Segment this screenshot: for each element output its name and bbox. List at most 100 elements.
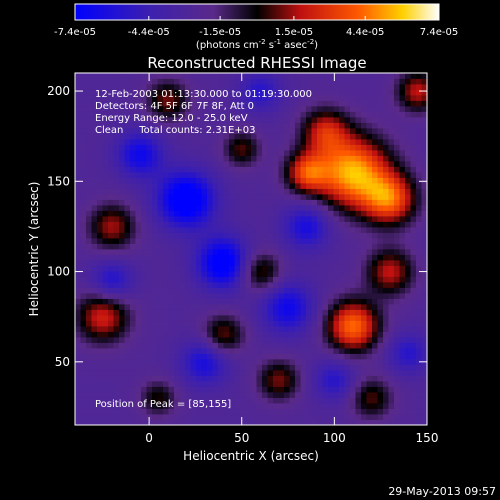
heatmap-cell — [278, 161, 285, 167]
heatmap-cell — [361, 320, 367, 327]
heatmap-cell — [234, 293, 241, 299]
heatmap-cell — [421, 84, 428, 90]
heatmap-cell — [119, 331, 125, 338]
heatmap-cell — [333, 221, 340, 228]
heatmap-cell — [372, 392, 378, 398]
heatmap-cell — [377, 227, 384, 233]
heatmap-cell — [190, 133, 197, 140]
heatmap-cell — [399, 403, 406, 409]
heatmap-cell — [179, 298, 186, 305]
heatmap-cell — [218, 155, 224, 162]
heatmap-cell — [130, 359, 136, 365]
heatmap-cell — [295, 106, 301, 112]
heatmap-cell — [306, 128, 312, 134]
heatmap-cell — [102, 265, 109, 272]
heatmap-cell — [416, 100, 422, 107]
heatmap-cell — [317, 106, 323, 112]
heatmap-cell — [240, 122, 246, 129]
heatmap-cell — [135, 276, 142, 283]
heatmap-cell — [416, 89, 422, 96]
heatmap-cell — [152, 155, 158, 162]
heatmap-cell — [113, 276, 120, 283]
heatmap-cell — [223, 397, 230, 404]
heatmap-cell — [201, 342, 208, 349]
heatmap-cell — [322, 364, 329, 371]
heatmap-cell — [223, 403, 230, 409]
heatmap-cell — [179, 309, 186, 316]
heatmap-cell — [207, 320, 213, 327]
heatmap-cell — [229, 403, 235, 409]
heatmap-cell — [130, 282, 136, 288]
heatmap-cell — [234, 89, 241, 96]
heatmap-cell — [317, 392, 323, 398]
heatmap-cell — [174, 304, 180, 310]
heatmap-cell — [212, 293, 219, 299]
heatmap-cell — [75, 260, 81, 266]
heatmap-cell — [245, 117, 252, 123]
heatmap-cell — [124, 304, 131, 310]
heatmap-cell — [267, 161, 274, 167]
heatmap-cell — [339, 337, 345, 343]
heatmap-cell — [113, 392, 120, 398]
heatmap-cell — [394, 260, 400, 266]
heatmap-cell — [256, 331, 263, 338]
heatmap-cell — [229, 381, 235, 387]
heatmap-cell — [229, 95, 235, 101]
heatmap-cell — [251, 287, 257, 294]
heatmap-cell — [108, 210, 114, 217]
heatmap-cell — [130, 89, 136, 96]
heatmap-cell — [306, 172, 312, 178]
heatmap-cell — [130, 364, 136, 371]
heatmap-cell — [366, 166, 373, 173]
heatmap-cell — [421, 243, 428, 250]
heatmap-cell — [350, 199, 356, 206]
heatmap-cell — [207, 84, 213, 90]
heatmap-cell — [179, 238, 186, 244]
heatmap-cell — [300, 95, 307, 101]
heatmap-cell — [97, 265, 103, 272]
heatmap-cell — [185, 243, 191, 250]
heatmap-cell — [240, 111, 246, 118]
heatmap-cell — [245, 232, 252, 239]
heatmap-cell — [284, 309, 290, 316]
heatmap-cell — [383, 133, 389, 140]
heatmap-cell — [80, 177, 87, 184]
heatmap-cell — [322, 210, 329, 217]
heatmap-cell — [229, 265, 235, 272]
heatmap-cell — [108, 392, 114, 398]
heatmap-cell — [113, 150, 120, 156]
heatmap-cell — [207, 392, 213, 398]
heatmap-cell — [234, 188, 241, 195]
heatmap-cell — [152, 249, 158, 255]
heatmap-cell — [267, 271, 274, 277]
heatmap-cell — [289, 287, 296, 294]
heatmap-cell — [80, 199, 87, 206]
heatmap-cell — [75, 348, 81, 354]
heatmap-cell — [394, 238, 400, 244]
heatmap-cell — [256, 183, 263, 189]
heatmap-cell — [416, 73, 422, 79]
heatmap-cell — [163, 133, 169, 140]
heatmap-cell — [108, 403, 114, 409]
heatmap-cell — [278, 249, 285, 255]
heatmap-cell — [410, 419, 417, 426]
heatmap-cell — [372, 122, 378, 129]
heatmap-cell — [366, 100, 373, 107]
heatmap-cell — [245, 260, 252, 266]
heatmap-cell — [163, 348, 169, 354]
heatmap-cell — [344, 298, 351, 305]
heatmap-cell — [135, 84, 142, 90]
heatmap-cell — [75, 144, 81, 151]
heatmap-cell — [179, 370, 186, 376]
heatmap-cell — [245, 419, 252, 426]
heatmap-cell — [416, 298, 422, 305]
heatmap-cell — [377, 320, 384, 327]
heatmap-cell — [130, 128, 136, 134]
heatmap-cell — [135, 254, 142, 261]
heatmap-cell — [306, 271, 312, 277]
heatmap-cell — [388, 337, 395, 343]
heatmap-cell — [289, 408, 296, 415]
heatmap-cell — [256, 276, 263, 283]
heatmap-cell — [223, 265, 230, 272]
heatmap-cell — [361, 128, 367, 134]
